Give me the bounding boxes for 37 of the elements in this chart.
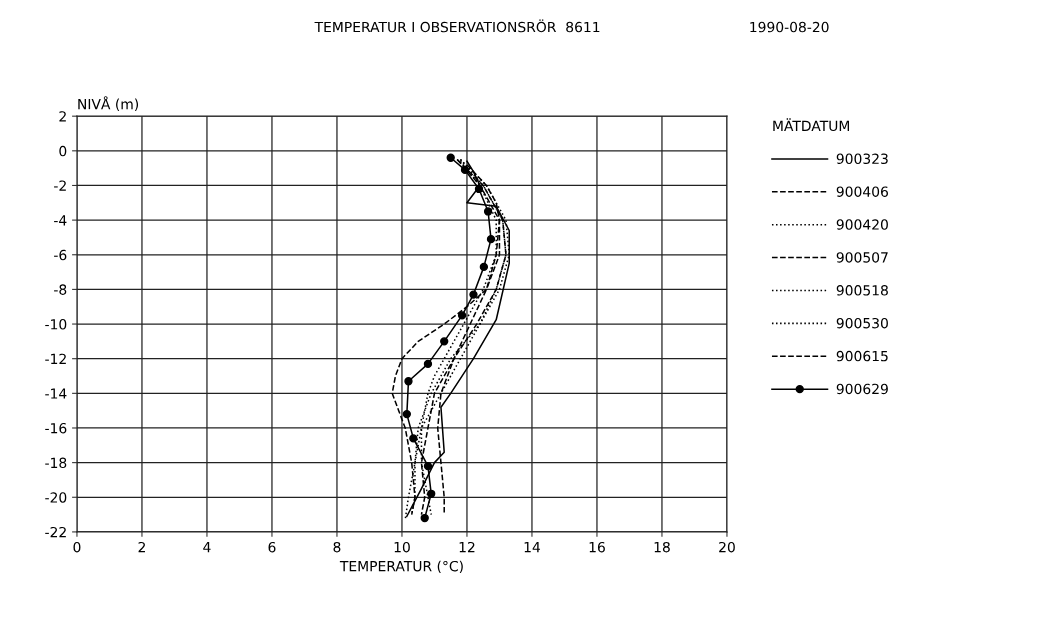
- x-tick-label: 16: [589, 541, 605, 553]
- legend-label: 900518: [836, 285, 888, 296]
- y-tick-label: -10: [45, 319, 67, 330]
- x-axis-title: TEMPERATUR (°C): [339, 560, 463, 574]
- legend-label: 900507: [836, 252, 888, 263]
- x-tick-label: 12: [459, 541, 475, 553]
- y-tick-label: -8: [54, 284, 67, 295]
- x-tick-label: 0: [73, 541, 81, 553]
- y-tick-label: -20: [45, 492, 67, 503]
- y-tick-label: -12: [45, 353, 66, 364]
- legend-label: 900406: [836, 186, 888, 197]
- legend-title: MÄTDATUM: [773, 118, 850, 132]
- x-tick-label: 4: [203, 542, 211, 553]
- y-tick-label: -22: [45, 526, 66, 538]
- y-tick-label: -18: [45, 457, 67, 469]
- legend-label: 900323: [836, 153, 888, 164]
- x-tick-label: 10: [394, 541, 410, 553]
- y-axis-title: NIVÅ (m): [78, 96, 139, 111]
- x-tick-label: 8: [333, 541, 341, 553]
- x-tick-label: 2: [138, 541, 145, 553]
- legend-label: 900615: [836, 350, 888, 362]
- legend-label: 900629: [836, 383, 888, 395]
- y-tick-label: -4: [54, 215, 67, 226]
- x-tick-label: 18: [654, 541, 670, 553]
- chart-title: TEMPERATUR I OBSERVATIONSRÖR 8611: [314, 19, 600, 33]
- text: 1990-08-20: [750, 21, 829, 33]
- legend-label: 900530: [836, 317, 888, 329]
- y-tick-label: -16: [45, 422, 67, 434]
- x-tick-label: 20: [719, 541, 735, 553]
- legend-label: 900420: [836, 219, 888, 230]
- y-tick-label: 2: [59, 111, 66, 122]
- y-tick-label: -2: [54, 180, 66, 191]
- x-tick-label: 6: [268, 541, 276, 553]
- y-tick-label: -14: [45, 388, 67, 399]
- x-tick-label: 14: [524, 542, 541, 553]
- y-tick-label: -6: [54, 249, 67, 261]
- y-tick-label: 0: [59, 145, 67, 157]
